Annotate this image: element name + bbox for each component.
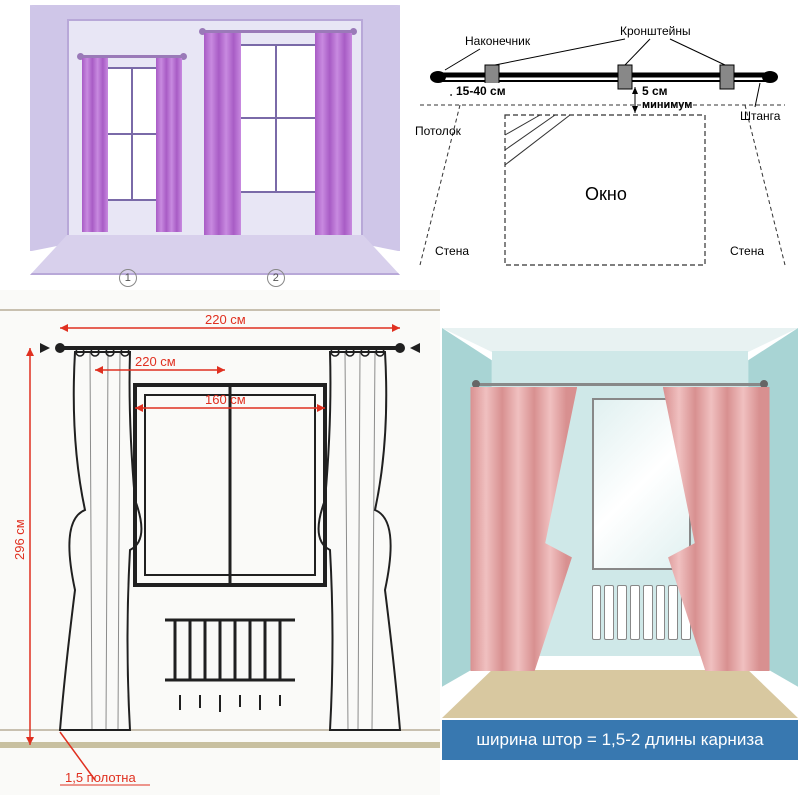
- panel-purple-room: 1 2: [30, 5, 400, 285]
- rod-width-measure: 220 см: [205, 312, 246, 327]
- sketch-svg: 220 см 220 см 160 см 296 см 1,5 полотна: [0, 290, 440, 795]
- panel-sketch: 220 см 220 см 160 см 296 см 1,5 полотна: [0, 290, 440, 795]
- window-label: Окно: [585, 184, 627, 204]
- note-measure: 1,5 полотна: [65, 770, 136, 785]
- label-1: 1: [119, 269, 137, 287]
- left-wall: [30, 5, 67, 251]
- gap-sub: минимум: [642, 99, 692, 111]
- finial-label: Наконечник: [465, 34, 531, 48]
- ceiling-label: Потолок: [415, 124, 462, 138]
- right-wall: [363, 5, 400, 251]
- window-2: [234, 44, 319, 192]
- curtain-1-right: [156, 58, 182, 232]
- panel-pink-room: ширина штор = 1,5-2 длины карниза: [442, 292, 798, 798]
- curtain-2-right: [315, 33, 352, 235]
- curtain-1-left: [82, 58, 108, 232]
- radiator-4: [592, 585, 692, 640]
- panel-schematic: 15-40 см 5 см минимум Наконечник Кронште…: [410, 5, 795, 285]
- caption-bar: ширина штор = 1,5-2 длины карниза: [442, 720, 798, 760]
- room-scene: 1 2: [30, 5, 400, 285]
- floor: [30, 235, 400, 275]
- schematic-svg: 15-40 см 5 см минимум Наконечник Кронште…: [410, 5, 795, 285]
- rod-label: Штанга: [740, 109, 781, 123]
- curtain-2-left: [204, 33, 241, 235]
- wall-left-label: Стена: [435, 244, 469, 258]
- gap-measure: 5 см: [642, 84, 668, 98]
- floor-4: [442, 670, 798, 718]
- height-measure: 296 см: [12, 519, 27, 560]
- curtain-width-measure: 220 см: [135, 354, 176, 369]
- label-2: 2: [267, 269, 285, 287]
- ceiling-4: [442, 328, 798, 352]
- pink-room-scene: [442, 328, 798, 718]
- rod-4: [478, 383, 763, 386]
- wall-right-label: Стена: [730, 244, 764, 258]
- window-width-measure: 160 см: [205, 392, 246, 407]
- overhang-measure: 15-40 см: [456, 84, 506, 98]
- brackets-label: Кронштейны: [620, 24, 691, 38]
